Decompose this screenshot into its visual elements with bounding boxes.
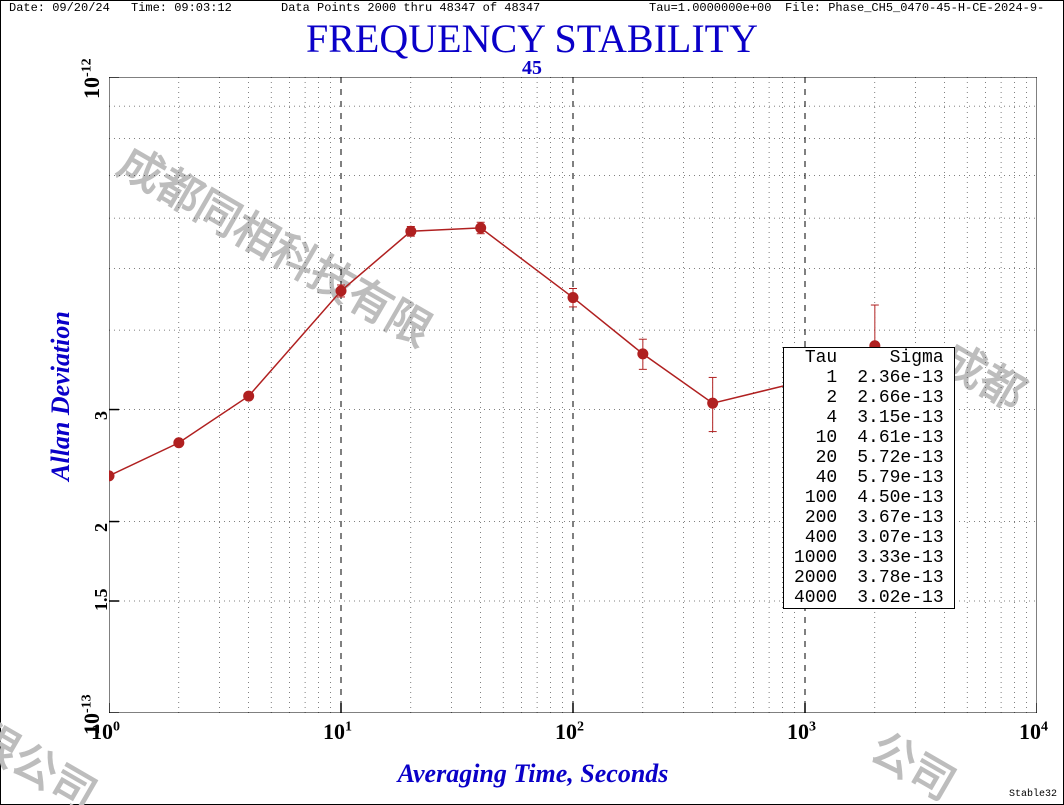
table-header: Tau bbox=[784, 348, 847, 368]
table-cell: 2.66e-13 bbox=[847, 388, 953, 408]
header-file: File: Phase_CH5_0470-45-H-CE-2024-9- bbox=[785, 1, 1044, 15]
table-cell: 20 bbox=[784, 448, 847, 468]
table-row: 1004.50e-13 bbox=[784, 488, 954, 508]
data-table: TauSigma12.36e-1322.66e-1343.15e-13104.6… bbox=[783, 347, 955, 609]
table-cell: 10 bbox=[784, 428, 847, 448]
table-cell: 1 bbox=[784, 368, 847, 388]
y-axis-label: Allan Deviation bbox=[46, 296, 76, 496]
table-cell: 100 bbox=[784, 488, 847, 508]
table-row: 104.61e-13 bbox=[784, 428, 954, 448]
table-cell: 400 bbox=[784, 528, 847, 548]
table-row: 4003.07e-13 bbox=[784, 528, 954, 548]
table-row: 2003.67e-13 bbox=[784, 508, 954, 528]
table-cell: 3.15e-13 bbox=[847, 408, 953, 428]
header-time: Time: 09:03:12 bbox=[131, 1, 232, 15]
table-cell: 5.79e-13 bbox=[847, 468, 953, 488]
table-row: 20003.78e-13 bbox=[784, 568, 954, 588]
table-cell: 200 bbox=[784, 508, 847, 528]
table-cell: 3.02e-13 bbox=[847, 588, 953, 608]
x-tick-label: 103 bbox=[787, 719, 816, 745]
tau-sigma-table: TauSigma12.36e-1322.66e-1343.15e-13104.6… bbox=[784, 348, 954, 608]
table-row: 40003.02e-13 bbox=[784, 588, 954, 608]
table-row: 405.79e-13 bbox=[784, 468, 954, 488]
table-row: 43.15e-13 bbox=[784, 408, 954, 428]
chart-title: FREQUENCY STABILITY bbox=[1, 15, 1063, 62]
header-points: Data Points 2000 thru 48347 of 48347 bbox=[281, 1, 540, 15]
y-tick-label: 10-13 bbox=[79, 675, 105, 735]
table-cell: 4 bbox=[784, 408, 847, 428]
header-date: Date: 09/20/24 bbox=[9, 1, 110, 15]
table-cell: 1000 bbox=[784, 548, 847, 568]
y-tick-label: 10-12 bbox=[79, 39, 105, 99]
header-tau: Tau=1.0000000e+00 bbox=[649, 1, 771, 15]
table-cell: 3.07e-13 bbox=[847, 528, 953, 548]
y-minor-tick-label: 1.5 bbox=[91, 589, 112, 612]
footer-software: Stable32 bbox=[1009, 789, 1057, 800]
table-row: 205.72e-13 bbox=[784, 448, 954, 468]
table-cell: 3.67e-13 bbox=[847, 508, 953, 528]
table-cell: 2.36e-13 bbox=[847, 368, 953, 388]
table-row: 10003.33e-13 bbox=[784, 548, 954, 568]
page-root: 成都同相科技有限 限公司 成都 公司 Date: 09/20/24 Time: … bbox=[0, 0, 1064, 805]
x-tick-label: 101 bbox=[323, 719, 352, 745]
table-cell: 2 bbox=[784, 388, 847, 408]
x-tick-label: 102 bbox=[555, 719, 584, 745]
x-axis-label: Averaging Time, Seconds bbox=[1, 759, 1064, 789]
table-header: Sigma bbox=[847, 348, 953, 368]
x-tick-label: 104 bbox=[1019, 719, 1048, 745]
table-cell: 4.50e-13 bbox=[847, 488, 953, 508]
table-cell: 3.33e-13 bbox=[847, 548, 953, 568]
table-row: 12.36e-13 bbox=[784, 368, 954, 388]
table-cell: 40 bbox=[784, 468, 847, 488]
y-minor-tick-label: 3 bbox=[91, 411, 112, 420]
table-cell: 5.72e-13 bbox=[847, 448, 953, 468]
table-cell: 3.78e-13 bbox=[847, 568, 953, 588]
table-cell: 4000 bbox=[784, 588, 847, 608]
table-cell: 4.61e-13 bbox=[847, 428, 953, 448]
table-cell: 2000 bbox=[784, 568, 847, 588]
y-minor-tick-label: 2 bbox=[91, 523, 112, 532]
table-row: 22.66e-13 bbox=[784, 388, 954, 408]
